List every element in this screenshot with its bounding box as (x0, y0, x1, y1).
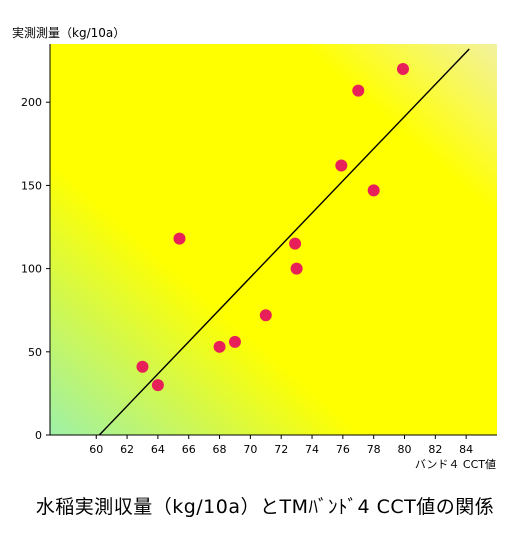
x-tick-label: 78 (367, 443, 381, 456)
x-tick-label: 64 (151, 443, 165, 456)
data-point (136, 360, 149, 373)
data-point (352, 84, 365, 97)
scatter-chart: 0 50 100 150 200 60 62 64 66 68 70 72 74 76 78 80 82 84 バ… (21, 44, 497, 471)
data-point (151, 379, 164, 392)
regression-line (98, 48, 470, 436)
y-axis-title: 実測測量（kg/10a） (12, 26, 126, 40)
y-tick-label: 0 (35, 429, 42, 442)
x-tick-label: 80 (398, 443, 412, 456)
chart-caption: 水稲実測収量（kg/10a）とTMﾊﾞﾝﾄﾞ4 CCT値の関係 (35, 496, 495, 518)
x-tick-label: 84 (459, 443, 473, 456)
x-tick-label: 70 (243, 443, 257, 456)
plot-area (50, 44, 497, 435)
y-tick-label: 150 (21, 179, 42, 192)
x-tick-label: 66 (182, 443, 196, 456)
y-tick-label: 100 (21, 263, 42, 276)
y-tick-label: 50 (28, 346, 42, 359)
axes: 0 50 100 150 200 60 62 64 66 68 70 72 74 76 78 80 82 84 (21, 44, 497, 456)
x-tick-label: 82 (428, 443, 442, 456)
data-points (136, 62, 409, 392)
x-tick-label: 60 (89, 443, 103, 456)
data-point (259, 309, 272, 322)
x-tick-label: 76 (336, 443, 350, 456)
data-point (289, 237, 302, 250)
data-point (396, 62, 409, 75)
x-tick-label: 68 (213, 443, 227, 456)
data-point (173, 232, 186, 245)
data-point (335, 159, 348, 172)
data-point (290, 262, 303, 275)
x-tick-label: 74 (305, 443, 319, 456)
data-point (228, 335, 241, 348)
y-tick-label: 200 (21, 96, 42, 109)
data-point (213, 340, 226, 353)
regression-line-group (98, 48, 470, 436)
x-tick-label: 72 (274, 443, 288, 456)
x-axis-title: バンド４ CCT値 (415, 458, 496, 471)
data-point (367, 184, 380, 197)
x-tick-label: 62 (120, 443, 134, 456)
